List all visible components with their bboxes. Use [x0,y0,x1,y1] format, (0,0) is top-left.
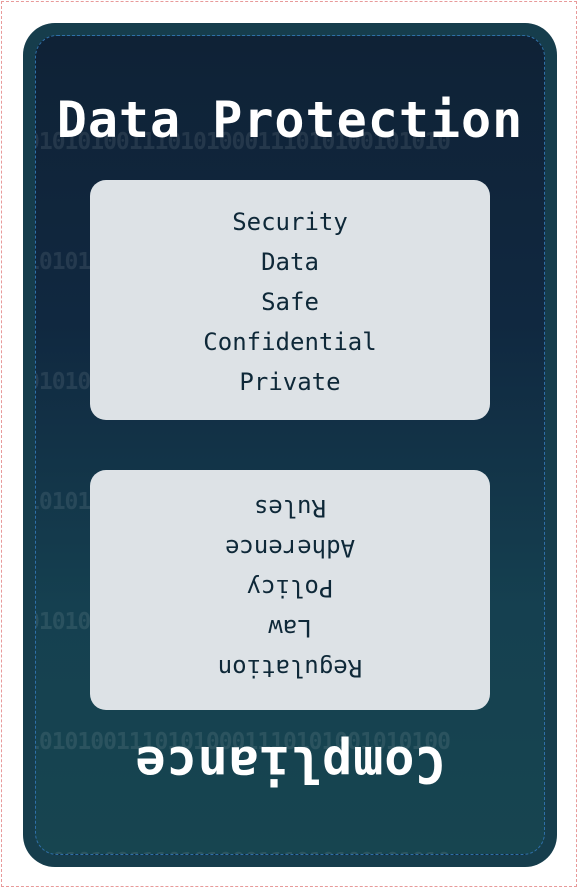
card-inner-frame: 010101001110101000111010100101010 101010… [35,35,545,855]
word-item: Adherence [224,534,356,562]
word-item: Data [261,248,319,276]
title-data-protection: Data Protection [56,91,524,149]
word-item: Private [239,368,341,396]
word-item: Regulation [217,654,363,682]
panel-compliance: Regulation Law Policy Adherence Rules [90,470,490,710]
binary-row: 010101001110101000111010100101010 [35,129,451,155]
card: 010101001110101000111010100101010 101010… [23,23,557,867]
word-list-bottom: Regulation Law Policy Adherence Rules [90,488,490,688]
panel-data-protection: Security Data Safe Confidential Private [90,180,490,420]
binary-row: 101010011101010001110101001010100 [35,729,451,755]
word-item: Policy [246,574,334,602]
word-item: Safe [261,288,319,316]
word-item: Law [268,614,312,642]
word-list-top: Security Data Safe Confidential Private [90,202,490,402]
binary-row: 010101001110101000111010100101010 [36,842,544,854]
title-compliance: Compliance [134,735,446,793]
word-item: Security [232,208,348,236]
binary-background: 010101001110101000111010100101010 101010… [35,42,544,854]
word-item: Rules [253,494,327,522]
word-item: Confidential [203,328,377,356]
